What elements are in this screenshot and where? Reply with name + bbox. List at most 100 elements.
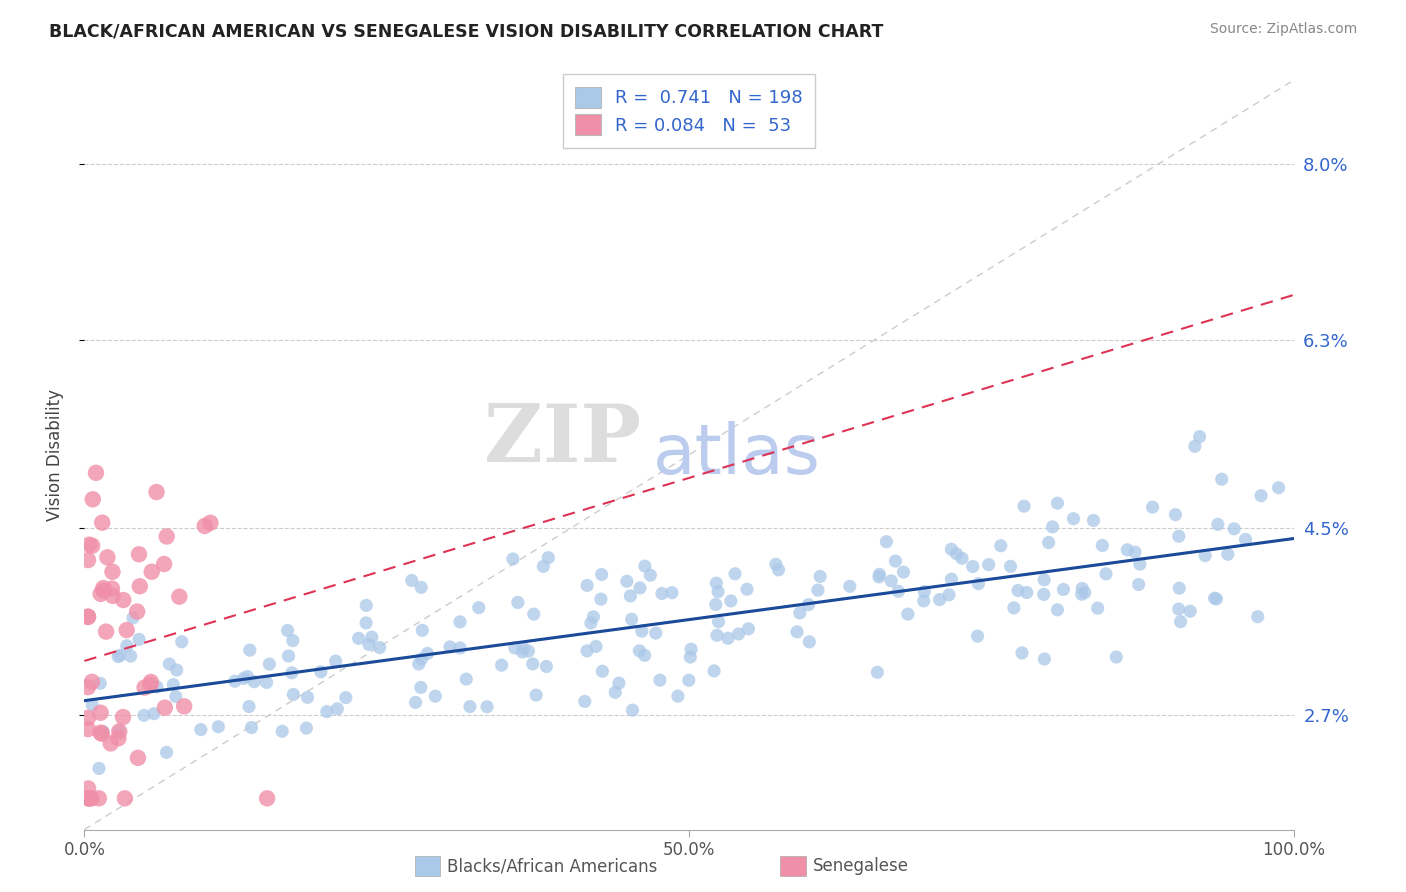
Point: [122, 611, 145, 625]
Point: [156, 529, 179, 543]
Point: [717, 632, 740, 646]
Point: [77, 610, 100, 624]
Point: [1074, 585, 1097, 599]
Point: [309, 665, 332, 679]
Point: [977, 558, 1000, 572]
Point: [256, 675, 278, 690]
Point: [887, 584, 910, 599]
Point: [169, 590, 191, 604]
Point: [107, 649, 129, 664]
Point: [143, 706, 166, 721]
Point: [194, 519, 217, 533]
Point: [107, 731, 129, 746]
Point: [468, 600, 491, 615]
Point: [1033, 652, 1056, 666]
Point: [628, 644, 651, 658]
Point: [77, 791, 100, 805]
Point: [1164, 508, 1187, 522]
Point: [706, 628, 728, 642]
Point: [1033, 573, 1056, 587]
Point: [297, 690, 319, 705]
Point: [77, 722, 100, 736]
Point: [93, 583, 115, 598]
Point: [765, 558, 787, 572]
Point: [82, 698, 104, 712]
Point: [1205, 591, 1227, 606]
Point: [1250, 489, 1272, 503]
Point: [897, 607, 920, 621]
Point: [200, 516, 222, 530]
Point: [239, 643, 262, 657]
Point: [620, 612, 643, 626]
Point: [162, 678, 184, 692]
Point: [707, 615, 730, 629]
Point: [1142, 500, 1164, 515]
Point: [84, 466, 107, 480]
Text: Blacks/African Americans: Blacks/African Americans: [447, 857, 658, 875]
Point: [1167, 529, 1189, 543]
Point: [510, 645, 533, 659]
Point: [77, 781, 100, 796]
Point: [326, 702, 349, 716]
Point: [134, 681, 156, 695]
Point: [425, 689, 447, 703]
Y-axis label: Vision Disability: Vision Disability: [45, 389, 63, 521]
Point: [1000, 559, 1022, 574]
Point: [127, 605, 149, 619]
Point: [1015, 585, 1038, 599]
Point: [1011, 646, 1033, 660]
Point: [153, 557, 176, 571]
Point: [576, 644, 599, 658]
Point: [1188, 430, 1211, 444]
Point: [537, 550, 560, 565]
Point: [1204, 591, 1226, 606]
Point: [1234, 533, 1257, 547]
Point: [153, 700, 176, 714]
Point: [408, 657, 430, 671]
Point: [243, 674, 266, 689]
Text: ZIP: ZIP: [484, 401, 641, 479]
Point: [207, 720, 229, 734]
Point: [640, 568, 662, 582]
Point: [1038, 535, 1060, 549]
Point: [619, 589, 641, 603]
Point: [157, 657, 180, 671]
Point: [579, 615, 602, 630]
Point: [79, 791, 101, 805]
Point: [277, 648, 299, 663]
Point: [786, 624, 808, 639]
Point: [678, 673, 700, 688]
Point: [108, 648, 131, 663]
Point: [360, 630, 382, 644]
Point: [797, 598, 820, 612]
Point: [146, 680, 169, 694]
Point: [90, 587, 112, 601]
Point: [1070, 587, 1092, 601]
Point: [1116, 542, 1139, 557]
Point: [90, 706, 112, 720]
Point: [941, 542, 963, 557]
Point: [475, 699, 498, 714]
Point: [401, 574, 423, 588]
Point: [277, 624, 299, 638]
Point: [335, 690, 357, 705]
Point: [1206, 517, 1229, 532]
Point: [502, 552, 524, 566]
Point: [77, 680, 100, 694]
Point: [799, 635, 821, 649]
Point: [1129, 557, 1152, 571]
Point: [79, 791, 101, 805]
Point: [281, 633, 304, 648]
Point: [315, 705, 337, 719]
Point: [232, 672, 254, 686]
Point: [1032, 587, 1054, 601]
Point: [80, 791, 103, 805]
Point: [347, 632, 370, 646]
Point: [89, 725, 111, 739]
Point: [912, 594, 935, 608]
Text: BLACK/AFRICAN AMERICAN VS SENEGALESE VISION DISABILITY CORRELATION CHART: BLACK/AFRICAN AMERICAN VS SENEGALESE VIS…: [49, 22, 883, 40]
Point: [1170, 615, 1192, 629]
Text: Source: ZipAtlas.com: Source: ZipAtlas.com: [1209, 22, 1357, 37]
Point: [77, 553, 100, 567]
Point: [132, 708, 155, 723]
